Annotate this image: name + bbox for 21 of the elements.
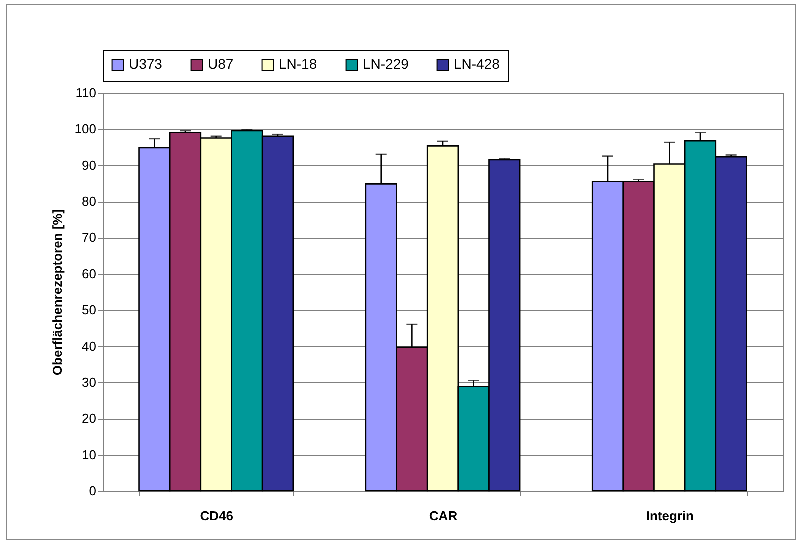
y-tick-label: 90	[82, 158, 96, 173]
y-tick-label: 100	[74, 122, 96, 137]
y-tick-label: 50	[82, 302, 96, 318]
y-tick-label: 80	[82, 194, 96, 210]
y-tick-label: 20	[82, 411, 96, 426]
y-tick-label: 70	[82, 230, 96, 246]
y-tick-label: 30	[82, 374, 96, 390]
x-tick-label: Integrin	[646, 508, 694, 524]
legend-label: U87	[208, 56, 234, 72]
y-tick-label: 0	[89, 484, 96, 498]
y-tick-label: 10	[82, 447, 96, 462]
x-tick-label: CAR	[429, 508, 458, 524]
y-tick-label: 60	[82, 266, 96, 282]
x-tick-label: CD46	[200, 508, 234, 524]
legend-label: LN-229	[363, 56, 410, 72]
y-axis-title: Oberflächenrezeptoren [%]	[50, 209, 65, 376]
y-tick-label: 110	[76, 86, 96, 100]
y-tick-label: 40	[82, 338, 96, 354]
legend-label: LN-428	[454, 56, 500, 72]
legend-label: LN-18	[279, 56, 318, 72]
legend-label: U373	[129, 56, 163, 72]
